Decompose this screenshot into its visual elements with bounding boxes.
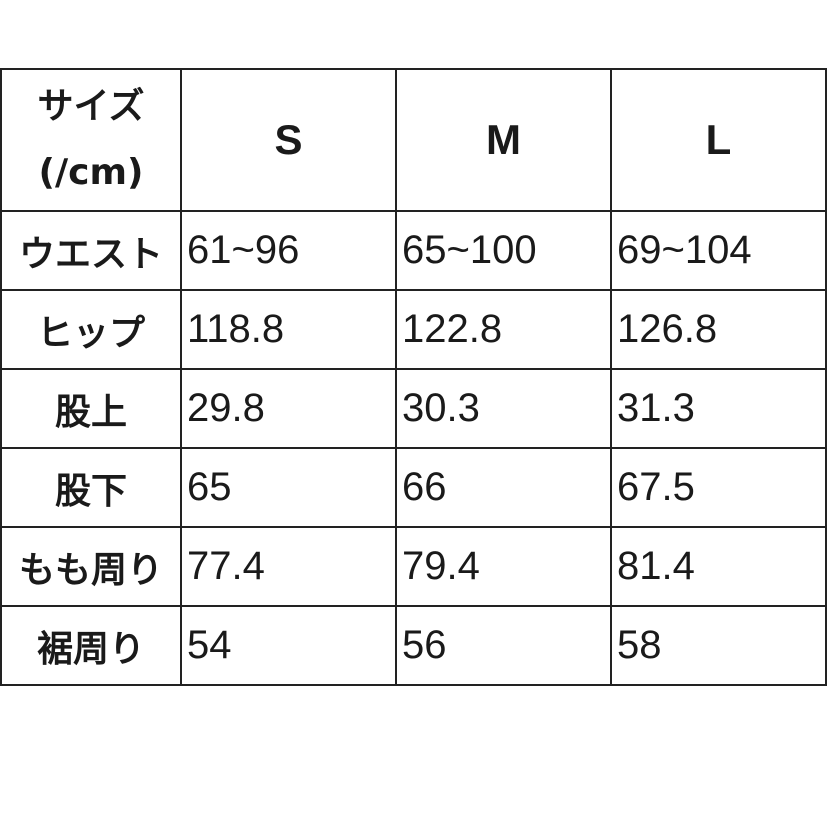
cell: 118.8 bbox=[180, 289, 397, 370]
row-label: ヒップ bbox=[0, 289, 182, 370]
row-label: もも周り bbox=[0, 526, 182, 607]
cell: 31.3 bbox=[610, 368, 827, 449]
cell: 54 bbox=[180, 605, 397, 686]
table-row: 股下 65 66 67.5 bbox=[0, 447, 827, 528]
row-label: 裾周り bbox=[0, 605, 182, 686]
header-size-s: S bbox=[180, 68, 397, 212]
header-size-m: M bbox=[395, 68, 612, 212]
cell: 81.4 bbox=[610, 526, 827, 607]
cell: 122.8 bbox=[395, 289, 612, 370]
row-label: ウエスト bbox=[0, 210, 182, 291]
cell: 65~100 bbox=[395, 210, 612, 291]
table-row: ウエスト 61~96 65~100 69~104 bbox=[0, 210, 827, 291]
header-row: サイズ (/cm) S M L bbox=[0, 68, 827, 212]
cell: 58 bbox=[610, 605, 827, 686]
size-chart-table: サイズ (/cm) S M L ウエスト 61~96 65~100 69~104 … bbox=[0, 68, 827, 686]
cell: 67.5 bbox=[610, 447, 827, 528]
header-label-line1: サイズ bbox=[37, 86, 145, 127]
cell: 69~104 bbox=[610, 210, 827, 291]
table-row: もも周り 77.4 79.4 81.4 bbox=[0, 526, 827, 607]
cell: 30.3 bbox=[395, 368, 612, 449]
cell: 79.4 bbox=[395, 526, 612, 607]
header-size-l: L bbox=[610, 68, 827, 212]
header-label-line2: (/cm) bbox=[38, 152, 144, 193]
cell: 66 bbox=[395, 447, 612, 528]
table-row: 股上 29.8 30.3 31.3 bbox=[0, 368, 827, 449]
row-label: 股下 bbox=[0, 447, 182, 528]
cell: 61~96 bbox=[180, 210, 397, 291]
table-row: ヒップ 118.8 122.8 126.8 bbox=[0, 289, 827, 370]
cell: 56 bbox=[395, 605, 612, 686]
table-row: 裾周り 54 56 58 bbox=[0, 605, 827, 686]
header-label: サイズ (/cm) bbox=[0, 68, 182, 212]
row-label: 股上 bbox=[0, 368, 182, 449]
cell: 65 bbox=[180, 447, 397, 528]
cell: 77.4 bbox=[180, 526, 397, 607]
cell: 29.8 bbox=[180, 368, 397, 449]
cell: 126.8 bbox=[610, 289, 827, 370]
